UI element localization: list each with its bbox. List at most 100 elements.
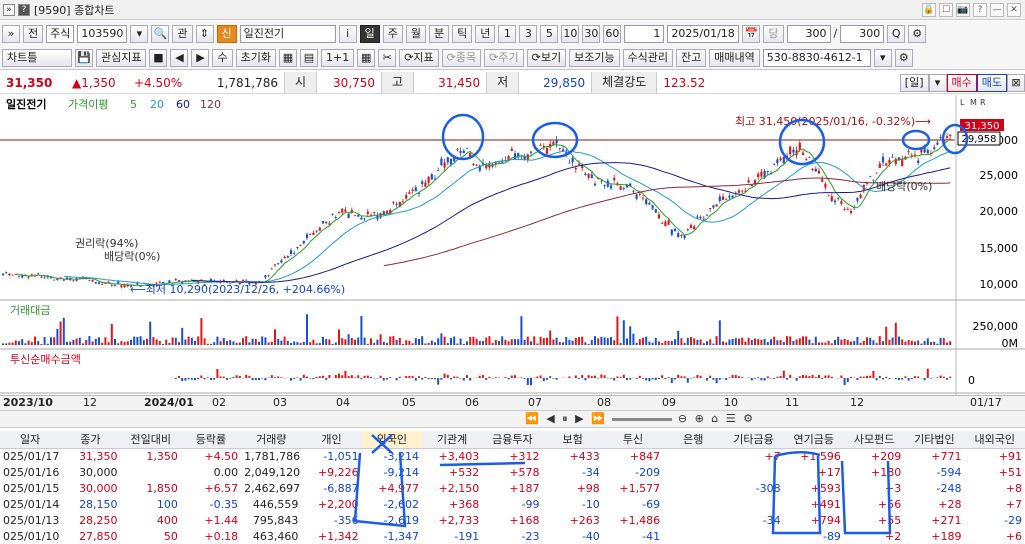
column-header[interactable]: 사모펀드 xyxy=(844,431,904,448)
stock-chart[interactable]: 일진전기 가격이평 5 20 60 120 L M R 30,000 25,00… xyxy=(0,95,1025,395)
interval-10-button[interactable]: 10 xyxy=(561,25,579,43)
chevron-down-icon[interactable]: ▾ xyxy=(929,74,947,92)
interest-button[interactable]: 관 xyxy=(172,25,192,43)
column-header[interactable]: 종가 xyxy=(60,431,120,448)
period-minute-tab[interactable]: 분 xyxy=(429,25,449,43)
right-arrow-icon[interactable]: ▶ xyxy=(191,49,209,67)
column-header[interactable]: 내외국인 xyxy=(965,431,1025,448)
column-header[interactable]: 일자 xyxy=(0,431,60,448)
updown-icon[interactable]: ⇕ xyxy=(196,25,214,43)
panel-right-button[interactable]: R xyxy=(980,98,986,107)
favorite-indicator-button[interactable]: 관심지표 xyxy=(96,49,146,67)
column-header[interactable]: 등락률 xyxy=(181,431,241,448)
panel-mid-button[interactable]: M xyxy=(970,98,977,107)
indicator-button[interactable]: ⟳지표 xyxy=(399,49,438,67)
help-icon[interactable]: ? xyxy=(18,4,30,16)
max-count-input[interactable]: 300 xyxy=(840,25,884,43)
account-select[interactable]: 530-8830-4612-1 xyxy=(763,49,871,67)
calendar-icon[interactable]: 📅 xyxy=(742,25,760,43)
zoom-in-icon[interactable]: ⊕ xyxy=(695,412,706,425)
close-icon[interactable]: ✕ xyxy=(1007,3,1021,17)
zoom-out-icon[interactable]: ⊖ xyxy=(678,412,689,425)
interval-1-button[interactable]: 1 xyxy=(498,25,516,43)
formula-manage-button[interactable]: 수식관리 xyxy=(623,49,673,67)
period-year-tab[interactable]: 년 xyxy=(475,25,495,43)
period-week-tab[interactable]: 주 xyxy=(383,25,403,43)
camera-icon[interactable]: 📷 xyxy=(956,3,970,17)
column-header[interactable]: 보험 xyxy=(543,431,603,448)
buy-button[interactable]: 매수 xyxy=(947,74,977,92)
date-input[interactable]: 2025/01/18 xyxy=(667,25,739,43)
interval-3-button[interactable]: 3 xyxy=(519,25,537,43)
save-icon[interactable]: 💾 xyxy=(75,49,93,67)
view-button[interactable]: ⟳보기 xyxy=(527,49,566,67)
gear-icon[interactable]: ⚙ xyxy=(908,25,926,43)
pause-icon[interactable]: ⏸ xyxy=(562,412,570,425)
period-day-tab[interactable]: 일 xyxy=(360,25,380,43)
column-header[interactable]: 금융투자 xyxy=(482,431,542,448)
step-back-icon[interactable]: ◀ xyxy=(546,412,556,425)
menu-icon[interactable]: ☰ xyxy=(726,412,738,425)
grid-icon[interactable]: ▦ xyxy=(279,49,297,67)
question-icon[interactable]: ? xyxy=(973,3,987,17)
one-plus-one-button[interactable]: 1+1 xyxy=(321,49,354,67)
restore-icon[interactable]: ☐ xyxy=(939,3,953,17)
code-input[interactable]: 103590 xyxy=(77,25,127,43)
column-header[interactable]: 거래량 xyxy=(241,431,301,448)
scissors-icon[interactable]: ✂ xyxy=(378,49,396,67)
column-header[interactable]: 기관계 xyxy=(422,431,482,448)
collapse-button[interactable]: » xyxy=(2,25,20,43)
reset-button[interactable]: 초기화 xyxy=(236,49,276,67)
query-button[interactable]: Q xyxy=(887,25,905,43)
interval-30-button[interactable]: 30 xyxy=(582,25,600,43)
balance-checkbox[interactable]: 잔고 xyxy=(676,49,706,67)
column-header[interactable]: 외국인 xyxy=(362,431,422,448)
cycle-button[interactable]: ⟳주기 xyxy=(484,49,523,67)
stop-icon[interactable]: ■ xyxy=(149,49,167,67)
period-indicator[interactable]: [일] xyxy=(900,74,929,92)
column-header[interactable]: 개인 xyxy=(301,431,361,448)
chart-frame-button[interactable]: 차트틀 xyxy=(2,49,72,67)
chevron-down-icon[interactable]: ▾ xyxy=(130,25,148,43)
timeline-slider[interactable] xyxy=(612,418,672,421)
today-button[interactable]: 당 xyxy=(763,25,783,43)
play-icon[interactable]: ▶ xyxy=(575,412,585,425)
expand-icon[interactable]: » xyxy=(3,4,15,16)
interval-5-button[interactable]: 5 xyxy=(540,25,558,43)
market-select[interactable]: 주식 xyxy=(46,25,74,43)
settings-icon[interactable]: ⚙ xyxy=(895,49,913,67)
rewind-icon[interactable]: ⏪ xyxy=(525,412,541,425)
corner-icon[interactable]: ⊠ xyxy=(1007,74,1025,92)
info-icon[interactable]: i xyxy=(339,25,357,43)
column-header[interactable]: 은행 xyxy=(663,431,723,448)
fast-forward-icon[interactable]: ⏩ xyxy=(591,412,607,425)
column-header[interactable]: 기타금융 xyxy=(723,431,783,448)
stock-name-field[interactable]: 일진전기 xyxy=(240,25,336,43)
panel-controls[interactable]: L M R xyxy=(960,98,986,107)
chevron-down-icon[interactable]: ▾ xyxy=(874,49,892,67)
column-header[interactable]: 투신 xyxy=(603,431,663,448)
period-tick-tab[interactable]: 틱 xyxy=(452,25,472,43)
stock-button[interactable]: ⟳종목 xyxy=(442,49,481,67)
timeline-gear-icon[interactable]: ⚙ xyxy=(743,412,755,425)
home-icon[interactable]: ⌂ xyxy=(711,412,720,425)
interval-60-button[interactable]: 60 xyxy=(603,25,621,43)
su-button[interactable]: 수 xyxy=(212,49,232,67)
timeline-controls[interactable]: ⏪ ◀ ⏸ ▶ ⏩ ⊖ ⊕ ⌂ ☰ ⚙ xyxy=(525,412,755,426)
panel-left-button[interactable]: L xyxy=(960,98,965,107)
left-arrow-icon[interactable]: ◀ xyxy=(170,49,188,67)
sell-button[interactable]: 매도 xyxy=(977,74,1007,92)
column-header[interactable]: 연기금등 xyxy=(784,431,844,448)
minimize-icon[interactable]: — xyxy=(990,3,1004,17)
column-header[interactable]: 전일대비 xyxy=(121,431,181,448)
extra-function-button[interactable]: 보조기능 xyxy=(569,49,619,67)
column-header[interactable]: 기타법인 xyxy=(904,431,964,448)
trade-history-checkbox[interactable]: 매매내역 xyxy=(709,49,759,67)
interval-count-input[interactable]: 1 xyxy=(624,25,664,43)
